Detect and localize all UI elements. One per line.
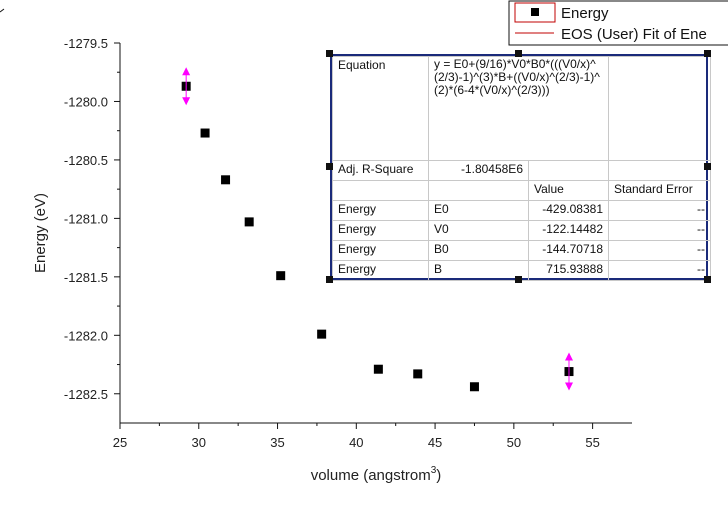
data-point[interactable]	[244, 217, 254, 227]
row-series: Energy	[332, 260, 429, 281]
equation-text: y = E0+(9/16)*V0*B0*(((V0/x)^(2/3)-1)^(3…	[428, 56, 609, 161]
resize-handle[interactable]	[326, 276, 333, 283]
row-error: --	[608, 260, 711, 281]
x-tick-label: 50	[507, 435, 521, 450]
x-axis-label: volume (angstrom3)	[311, 465, 442, 484]
data-point[interactable]	[469, 382, 479, 392]
x-tick-label: 40	[349, 435, 363, 450]
legend-label-energy: Energy	[561, 5, 609, 22]
row-param: V0	[428, 220, 529, 241]
axes	[119, 43, 632, 424]
data-point[interactable]	[221, 175, 231, 185]
row-series: Energy	[332, 240, 429, 261]
y-tick-label: -1280.5	[64, 153, 108, 168]
y-tick-label: -1282.0	[64, 328, 108, 343]
adj-r-square-label: Adj. R-Square	[332, 160, 429, 181]
y-tick-label: -1281.5	[64, 270, 108, 285]
down-arrow-icon	[564, 382, 573, 391]
x-tick-label: 25	[113, 435, 127, 450]
empty-cell	[608, 56, 711, 161]
row-param: E0	[428, 200, 529, 221]
legend-box	[508, 0, 728, 46]
legend-label-fit: EOS (User) Fit of Ene	[561, 26, 707, 43]
data-point[interactable]	[200, 128, 210, 138]
data-point[interactable]	[276, 271, 286, 281]
point-selection-arrows[interactable]	[182, 67, 191, 106]
resize-handle[interactable]	[515, 50, 522, 57]
row-value: -429.08381	[528, 200, 609, 221]
resize-handle[interactable]	[515, 276, 522, 283]
empty-cell	[428, 180, 529, 201]
resize-handle[interactable]	[704, 50, 711, 57]
equation-label: Equation	[332, 56, 429, 161]
row-series: Energy	[332, 220, 429, 241]
header-standard-error: Standard Error	[608, 180, 711, 201]
legend[interactable]: Energy EOS (User) Fit of Ene	[508, 0, 728, 46]
legend-marker-energy	[531, 8, 539, 16]
table-row: Energy E0 -429.08381 --	[332, 200, 711, 221]
y-tick-label: -1281.0	[64, 211, 108, 226]
resize-handle[interactable]	[704, 163, 711, 170]
table-row: Energy V0 -122.14482 --	[332, 220, 711, 241]
empty-cell	[332, 180, 429, 201]
fit-table-grid: Equation y = E0+(9/16)*V0*B0*(((V0/x)^(2…	[332, 56, 711, 281]
y-tick-label: -1282.5	[64, 387, 108, 402]
y-tick-label: -1280.0	[64, 94, 108, 109]
row-error: --	[608, 240, 711, 261]
data-points[interactable]	[181, 67, 574, 392]
row-series: Energy	[332, 200, 429, 221]
down-arrow-icon	[182, 97, 191, 106]
table-row: Energy B0 -144.70718 --	[332, 240, 711, 261]
ticks: 25 30 35 40 45 50 55 -1279.5 -1280.0 -1280.5 -1281…	[64, 36, 600, 450]
y-axis-label: Energy (eV)	[32, 193, 49, 273]
row-error: --	[608, 200, 711, 221]
data-point[interactable]	[373, 364, 383, 374]
fit-results-table[interactable]: Equation y = E0+(9/16)*V0*B0*(((V0/x)^(2…	[330, 54, 711, 281]
adj-r-square-value: -1.80458E6	[428, 160, 529, 181]
x-tick-label: 35	[270, 435, 284, 450]
row-value: -144.70718	[528, 240, 609, 261]
row-error: --	[608, 220, 711, 241]
up-arrow-icon	[182, 67, 191, 76]
empty-cell	[608, 160, 711, 181]
row-param: B	[428, 260, 529, 281]
table-row: Energy B 715.93888 --	[332, 260, 711, 281]
row-value: 715.93888	[528, 260, 609, 281]
y-tick-label: -1279.5	[64, 36, 108, 51]
resize-handle[interactable]	[326, 50, 333, 57]
legend-entry-highlight	[514, 2, 556, 23]
resize-handle[interactable]	[326, 163, 333, 170]
data-point[interactable]	[317, 329, 327, 339]
data-point[interactable]	[413, 369, 423, 379]
up-arrow-icon	[564, 352, 573, 361]
resize-handle[interactable]	[704, 276, 711, 283]
header-value: Value	[528, 180, 609, 201]
x-tick-label: 45	[428, 435, 442, 450]
row-param: B0	[428, 240, 529, 261]
x-tick-label: 55	[585, 435, 599, 450]
point-selection-arrows[interactable]	[564, 352, 573, 391]
row-value: -122.14482	[528, 220, 609, 241]
x-tick-label: 30	[192, 435, 206, 450]
empty-cell	[528, 160, 609, 181]
corner-mark	[0, 8, 5, 13]
